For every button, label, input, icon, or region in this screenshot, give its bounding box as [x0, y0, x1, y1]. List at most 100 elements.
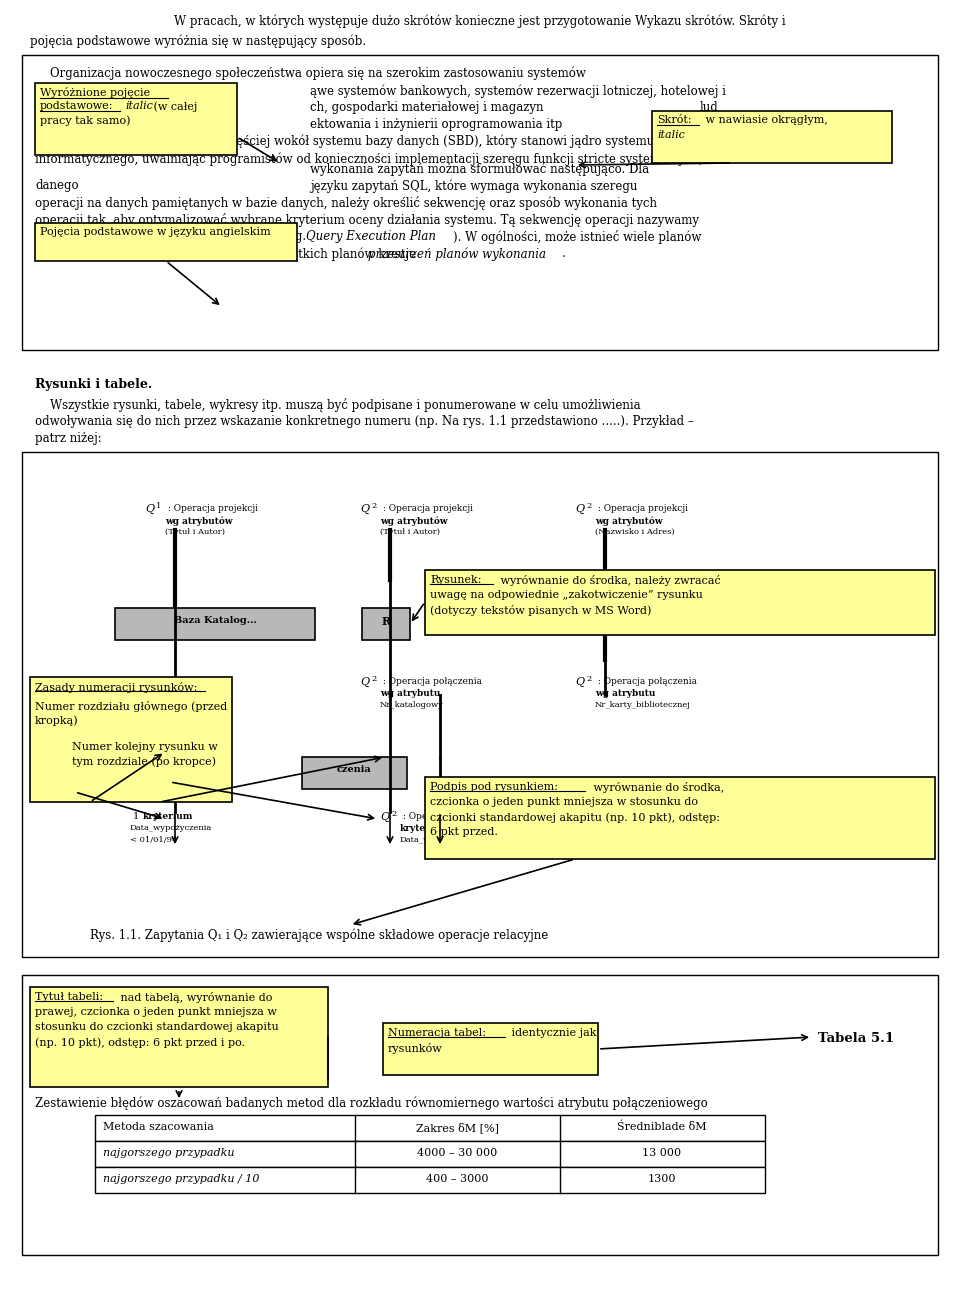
- Text: 2: 2: [586, 502, 591, 510]
- Text: Baza Katalog...: Baza Katalog...: [174, 616, 256, 625]
- Text: ektowania i inżynierii oprogramowania itp: ektowania i inżynierii oprogramowania it…: [310, 117, 563, 130]
- Bar: [425, 776, 935, 859]
- Text: języku zapytań SQL, które wymaga wykonania szeregu: języku zapytań SQL, które wymaga wykonan…: [310, 179, 637, 193]
- Text: wg atrybutu: wg atrybutu: [380, 689, 441, 698]
- Bar: [302, 757, 407, 790]
- Text: 6 pkt przed.: 6 pkt przed.: [430, 827, 498, 837]
- Text: Q: Q: [575, 504, 584, 514]
- Text: operacji tak, aby optymalizować wybrane kryterium oceny działania systemu. Tą se: operacji tak, aby optymalizować wybrane …: [35, 213, 699, 227]
- Text: nad tabelą, wyrównanie do: nad tabelą, wyrównanie do: [117, 992, 273, 1004]
- Text: czenia: czenia: [337, 765, 372, 774]
- Text: kryterium: kryterium: [143, 812, 193, 821]
- Text: 2: 2: [586, 675, 591, 683]
- Text: Rys. 1.1. Zapytania Q₁ i Q₂ zawierające wspólne składowe operacje relacyjne: Rys. 1.1. Zapytania Q₁ i Q₂ zawierające …: [90, 929, 548, 942]
- Text: Data_wypożyczeń: Data_wypożyczeń: [400, 837, 475, 844]
- Text: italic: italic: [125, 100, 153, 111]
- Text: prawej, czcionka o jeden punkt mniejsza w: prawej, czcionka o jeden punkt mniejsza …: [35, 1007, 276, 1017]
- Text: przestrzeń planów wykonania: przestrzeń planów wykonania: [368, 247, 546, 261]
- Text: italic: italic: [657, 130, 684, 140]
- Text: uwagę na odpowiednie „zakotwiczenie” rysunku: uwagę na odpowiednie „zakotwiczenie” rys…: [430, 590, 703, 600]
- Text: Numer kolejny rysunku w: Numer kolejny rysunku w: [72, 743, 218, 752]
- Text: Q: Q: [360, 504, 370, 514]
- Text: Wszystkie rysunki, tabele, wykresy itp. muszą być podpisane i ponumerowane w cel: Wszystkie rysunki, tabele, wykresy itp. …: [35, 398, 640, 412]
- Text: czcionki standardowej akapitu (np. 10 pkt), odstęp:: czcionki standardowej akapitu (np. 10 pk…: [430, 812, 720, 822]
- Text: ch, gospodarki materiałowej i magazyn: ch, gospodarki materiałowej i magazyn: [310, 100, 543, 114]
- Text: R: R: [381, 616, 391, 626]
- Text: Zasady numeracji rysunków:: Zasady numeracji rysunków:: [35, 683, 198, 693]
- Text: : Operacja projekcji: : Operacja projekcji: [595, 504, 688, 513]
- Text: 2: 2: [391, 810, 396, 818]
- Text: najgorszego przypadku / 10: najgorszego przypadku / 10: [103, 1174, 259, 1184]
- Text: wykonania zapytań można sformułować następująco. Dla: wykonania zapytań można sformułować nast…: [310, 162, 649, 176]
- Text: Skrót:: Skrót:: [657, 115, 691, 125]
- Text: w nawiasie okrągłym,: w nawiasie okrągłym,: [702, 115, 828, 125]
- Text: pojęcia podstawowe wyróżnia się w następujący sposób.: pojęcia podstawowe wyróżnia się w następ…: [30, 35, 366, 48]
- Bar: [95, 1114, 765, 1141]
- Text: informatycznego, uwalniając programistów od konieczności implementacji szeregu f: informatycznego, uwalniając programistów…: [35, 151, 703, 166]
- Text: Q: Q: [360, 677, 370, 688]
- Text: Podpis pod rysunkiem:: Podpis pod rysunkiem:: [430, 782, 558, 792]
- Text: odwoływania się do nich przez wskazanie konkretnego numeru (np. Na rys. 1.1 prze: odwoływania się do nich przez wskazanie …: [35, 415, 694, 428]
- Bar: [22, 975, 938, 1255]
- Text: kol: kol: [35, 100, 53, 114]
- Text: czcionka o jeden punkt mniejsza w stosunku do: czcionka o jeden punkt mniejsza w stosun…: [430, 797, 698, 806]
- Text: : Operacja połączenia: : Operacja połączenia: [380, 677, 482, 686]
- Text: 1: 1: [133, 812, 139, 821]
- Text: Nr_katalogowy: Nr_katalogowy: [380, 701, 444, 709]
- Text: pracy tak samo): pracy tak samo): [40, 115, 131, 125]
- Text: 400 – 3000: 400 – 3000: [425, 1174, 489, 1184]
- Text: 2: 2: [371, 675, 376, 683]
- Text: Query Execution Plan: Query Execution Plan: [306, 230, 436, 243]
- Text: wg atrybutów: wg atrybutów: [380, 515, 447, 526]
- Text: informatyczne są budowane najczęściej wokół systemu bazy danych (SBD), który sta: informatyczne są budowane najczęściej wo…: [35, 134, 655, 149]
- Text: Q: Q: [145, 504, 155, 514]
- Bar: [362, 608, 410, 639]
- Bar: [95, 1167, 765, 1193]
- Text: 2: 2: [371, 502, 376, 510]
- Text: Q: Q: [380, 812, 389, 822]
- Text: Średniblade δM: Średniblade δM: [617, 1122, 707, 1133]
- Bar: [652, 111, 892, 163]
- Text: wyrównanie do środka, należy zwracać: wyrównanie do środka, należy zwracać: [497, 576, 721, 586]
- Text: (w całej: (w całej: [150, 100, 198, 111]
- Text: : Operacja projekcji: : Operacja projekcji: [380, 504, 473, 513]
- Text: danego: danego: [35, 179, 79, 192]
- Text: Wyróżnione pojęcie: Wyróżnione pojęcie: [40, 87, 150, 98]
- Text: Zakres δM [%]: Zakres δM [%]: [416, 1122, 498, 1133]
- Text: Metoda szacowania: Metoda szacowania: [103, 1122, 214, 1131]
- Text: (ang.: (ang.: [272, 230, 310, 243]
- Text: Tabela 5.1: Tabela 5.1: [818, 1032, 894, 1045]
- Text: Q: Q: [575, 677, 584, 688]
- Bar: [115, 608, 315, 639]
- Bar: [22, 55, 938, 350]
- Text: (np. 10 pkt), odstęp: 6 pkt przed i po.: (np. 10 pkt), odstęp: 6 pkt przed i po.: [35, 1037, 245, 1048]
- Text: : Operacja se: : Operacja se: [400, 812, 463, 821]
- Text: 4000 – 30 000: 4000 – 30 000: [417, 1148, 497, 1158]
- Text: rysunków: rysunków: [388, 1043, 443, 1054]
- Bar: [383, 1023, 598, 1075]
- Text: Numer rozdziału głównego (przed: Numer rozdziału głównego (przed: [35, 701, 228, 713]
- Text: kryterium: kryterium: [400, 823, 450, 833]
- Text: patrz niżej:: patrz niżej:: [35, 432, 102, 445]
- Text: operacji na danych pamiętanych w bazie danych, należy określić sekwencję oraz sp: operacji na danych pamiętanych w bazie d…: [35, 196, 657, 210]
- Text: Tytuł tabeli:: Tytuł tabeli:: [35, 992, 103, 1002]
- Text: najgorszego przypadku: najgorszego przypadku: [103, 1148, 234, 1158]
- Text: wg atrybutów: wg atrybutów: [595, 515, 662, 526]
- Text: wyrównanie do środka,: wyrównanie do środka,: [590, 782, 724, 793]
- Text: lud: lud: [700, 100, 719, 114]
- Text: : Operacja projekcji: : Operacja projekcji: [165, 504, 258, 513]
- Text: 1: 1: [156, 502, 161, 510]
- Text: Data_wypożyczenia: Data_wypożyczenia: [130, 823, 212, 833]
- Text: 13 000: 13 000: [642, 1148, 682, 1158]
- Bar: [30, 987, 328, 1087]
- Text: : Operacja połączenia: : Operacja połączenia: [595, 677, 697, 686]
- Text: .: .: [562, 247, 565, 260]
- Text: planem wykonania zapytania – QEP(Q): planem wykonania zapytania – QEP(Q): [35, 230, 266, 243]
- Bar: [35, 84, 237, 155]
- Bar: [30, 677, 232, 803]
- Text: wg atrybutu: wg atrybutu: [595, 689, 656, 698]
- Text: Pojęcia podstawowe w języku angielskim: Pojęcia podstawowe w języku angielskim: [40, 227, 271, 238]
- Bar: [425, 570, 935, 636]
- Text: Rysunki i tabele.: Rysunki i tabele.: [35, 378, 153, 392]
- Text: info: info: [35, 84, 58, 97]
